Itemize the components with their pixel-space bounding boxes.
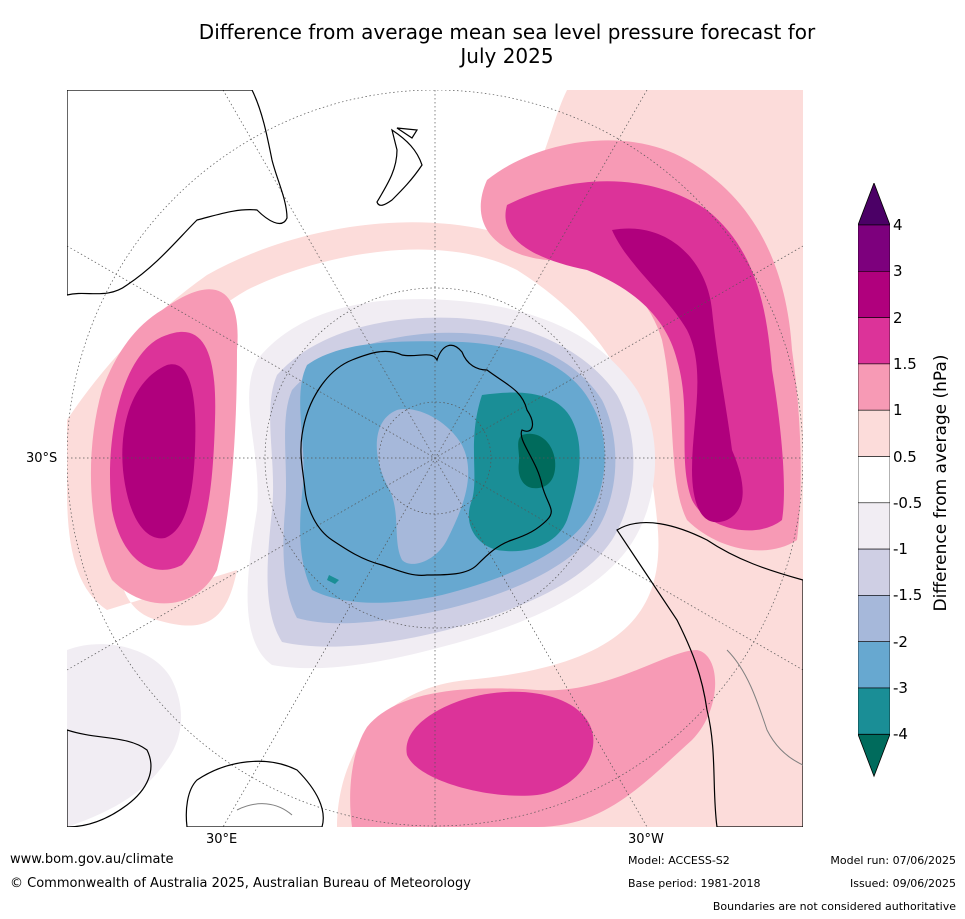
colorbar-swatch (857, 317, 891, 365)
colorbar-title: Difference from average (hPa) (931, 354, 951, 612)
colorbar-tick-label: -0.5 (893, 493, 923, 512)
colorbar-swatch (857, 687, 891, 735)
footer-copyright: © Commonwealth of Australia 2025, Austra… (10, 876, 471, 891)
new-zealand-coast (376, 127, 423, 206)
colorbar-tick-label: -1.5 (893, 586, 923, 605)
colorbar-tick-label: 2 (893, 308, 903, 327)
colorbar-tick-label: -1 (893, 540, 908, 559)
south-america-coast (616, 522, 803, 827)
title-line-2: July 2025 (460, 44, 554, 68)
anomaly-neg-3-4-islet (327, 575, 339, 584)
longitude-label-30w: 30°W (628, 832, 664, 847)
colorbar-swatch (857, 595, 891, 642)
chart-title: Difference from average mean sea level p… (150, 20, 864, 68)
latitude-label-30s: 30°S (26, 451, 58, 466)
map-panel (67, 90, 803, 827)
pressure-anomaly-map (67, 90, 803, 827)
longitude-label-30e: 30°E (206, 832, 238, 847)
colorbar-swatch (857, 224, 891, 272)
colorbar-swatch (857, 409, 891, 457)
colorbar-tick-label: -2 (893, 632, 908, 651)
colorbar-tick-label: -3 (893, 679, 908, 697)
anomaly-neg-1.5-2-interior (376, 409, 469, 564)
footer-model-run: Model run: 07/06/2025 (830, 854, 956, 867)
country-borders (236, 649, 803, 816)
anomaly-1.5-2-south (406, 691, 594, 796)
anomaly-2-3-east (612, 228, 743, 523)
coastlines (67, 90, 803, 827)
colorbar-swatch (857, 271, 891, 318)
footer-issued: Issued: 09/06/2025 (849, 877, 956, 890)
colorbar-tick-label: -4 (893, 725, 908, 744)
colorbar-swatch (857, 641, 891, 689)
footer-model: Model: ACCESS-S2 (628, 854, 730, 867)
africa-coast (67, 729, 324, 827)
colorbar-tick-label: 3 (893, 262, 903, 281)
colorbar-swatch (857, 363, 891, 411)
colorbar-tick-label: 0.5 (893, 447, 917, 466)
graticule (67, 90, 803, 827)
australia-coast (67, 90, 288, 296)
colorbar-extend-top (857, 181, 891, 226)
anomaly-below-neg-4 (518, 433, 556, 489)
colorbar (857, 181, 891, 783)
colorbar-tick-label: 1.5 (893, 354, 917, 373)
anomaly-2-3-west (122, 364, 196, 539)
colorbar-tick-label: 4 (893, 216, 903, 234)
footer-disclaimer: Boundaries are not considered authoritat… (712, 900, 956, 913)
colorbar-tick-label: 1 (893, 401, 903, 420)
colorbar-swatch (857, 548, 891, 596)
anomaly-neg-0.5-1-southwest (67, 644, 182, 827)
title-line-1: Difference from average mean sea level p… (198, 20, 816, 44)
colorbar-swatch (857, 456, 891, 504)
colorbar-extend-bottom (857, 733, 891, 778)
footer-base-period: Base period: 1981-2018 (628, 877, 761, 890)
antarctica-coast (300, 344, 552, 576)
colorbar-swatch (857, 502, 891, 550)
footer-url: www.bom.gov.au/climate (10, 852, 174, 867)
colorbar-swatches (857, 181, 891, 778)
